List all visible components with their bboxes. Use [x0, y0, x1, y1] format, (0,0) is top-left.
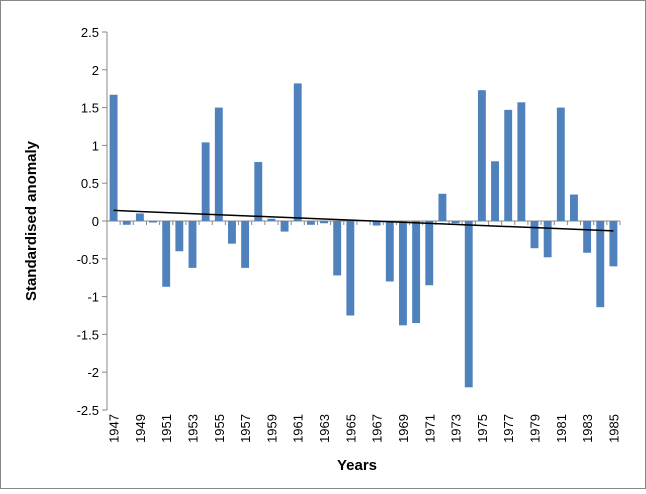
bar	[109, 94, 118, 221]
x-tick-label: 1983	[580, 414, 595, 443]
bar	[175, 221, 184, 252]
x-tick-label: 1961	[291, 414, 306, 443]
bar	[280, 221, 289, 232]
bar	[412, 221, 421, 324]
x-tick-label: 1971	[422, 414, 437, 443]
y-tick-label: 1.5	[81, 101, 99, 116]
y-tick-label: -0.5	[77, 252, 99, 267]
x-tick-label: 1977	[501, 414, 516, 443]
bar	[346, 221, 355, 316]
bar	[609, 221, 618, 267]
y-tick-label: 0	[92, 214, 99, 229]
x-tick-label: 1973	[449, 414, 464, 443]
x-tick-label: 1951	[159, 414, 174, 443]
x-tick-label: 1965	[343, 414, 358, 443]
bar	[333, 221, 342, 276]
bar	[464, 221, 473, 388]
bar	[451, 221, 460, 224]
bar	[201, 142, 210, 221]
bar	[306, 221, 315, 225]
y-tick-label: 0.5	[81, 176, 99, 191]
y-axis-label: Standardised anomaly	[23, 140, 40, 301]
y-tick-label: 2	[92, 63, 99, 78]
bar	[517, 102, 526, 221]
bar	[228, 221, 236, 244]
x-tick-label: 1969	[396, 414, 411, 443]
bar	[241, 221, 250, 268]
bar	[188, 221, 197, 268]
bar	[530, 221, 539, 249]
y-tick-label: -2.5	[77, 403, 99, 418]
bar	[570, 194, 578, 221]
bar	[504, 109, 513, 221]
x-tick-label: 1981	[554, 414, 569, 443]
y-tick-label: -1.5	[77, 327, 99, 342]
bar	[556, 107, 565, 221]
bar	[477, 90, 486, 221]
bar	[267, 218, 276, 221]
bar	[399, 221, 407, 326]
x-tick-label: 1975	[475, 414, 490, 443]
bar	[491, 161, 499, 221]
bar	[543, 221, 552, 258]
x-tick-label: 1955	[212, 414, 227, 443]
x-axis-label: Years	[337, 457, 377, 474]
x-tick-label: 1949	[133, 414, 148, 443]
bar	[438, 193, 447, 221]
bar	[162, 221, 171, 287]
x-tick-label: 1947	[107, 414, 122, 443]
bar	[135, 213, 144, 221]
y-tick-label: 2.5	[81, 25, 99, 40]
x-tick-label: 1979	[528, 414, 543, 443]
x-tick-label: 1957	[238, 414, 253, 443]
bar	[214, 107, 223, 221]
y-tick-label: 1	[92, 138, 99, 153]
y-tick-label: -1	[87, 290, 99, 305]
x-tick-label: 1963	[317, 414, 332, 443]
y-tick-label: -2	[87, 365, 99, 380]
x-tick-label: 1985	[606, 414, 621, 443]
bar	[372, 221, 381, 226]
bar	[583, 221, 592, 253]
x-tick-label: 1959	[264, 414, 279, 443]
bar	[596, 221, 605, 308]
x-tick-label: 1967	[370, 414, 385, 443]
bar	[320, 221, 328, 224]
bar	[293, 83, 302, 222]
bar	[254, 162, 263, 221]
bar	[122, 221, 131, 225]
bar	[425, 221, 434, 286]
x-tick-label: 1953	[186, 414, 201, 443]
bar	[149, 221, 157, 223]
bar	[385, 221, 394, 282]
trend-line	[113, 209, 614, 232]
